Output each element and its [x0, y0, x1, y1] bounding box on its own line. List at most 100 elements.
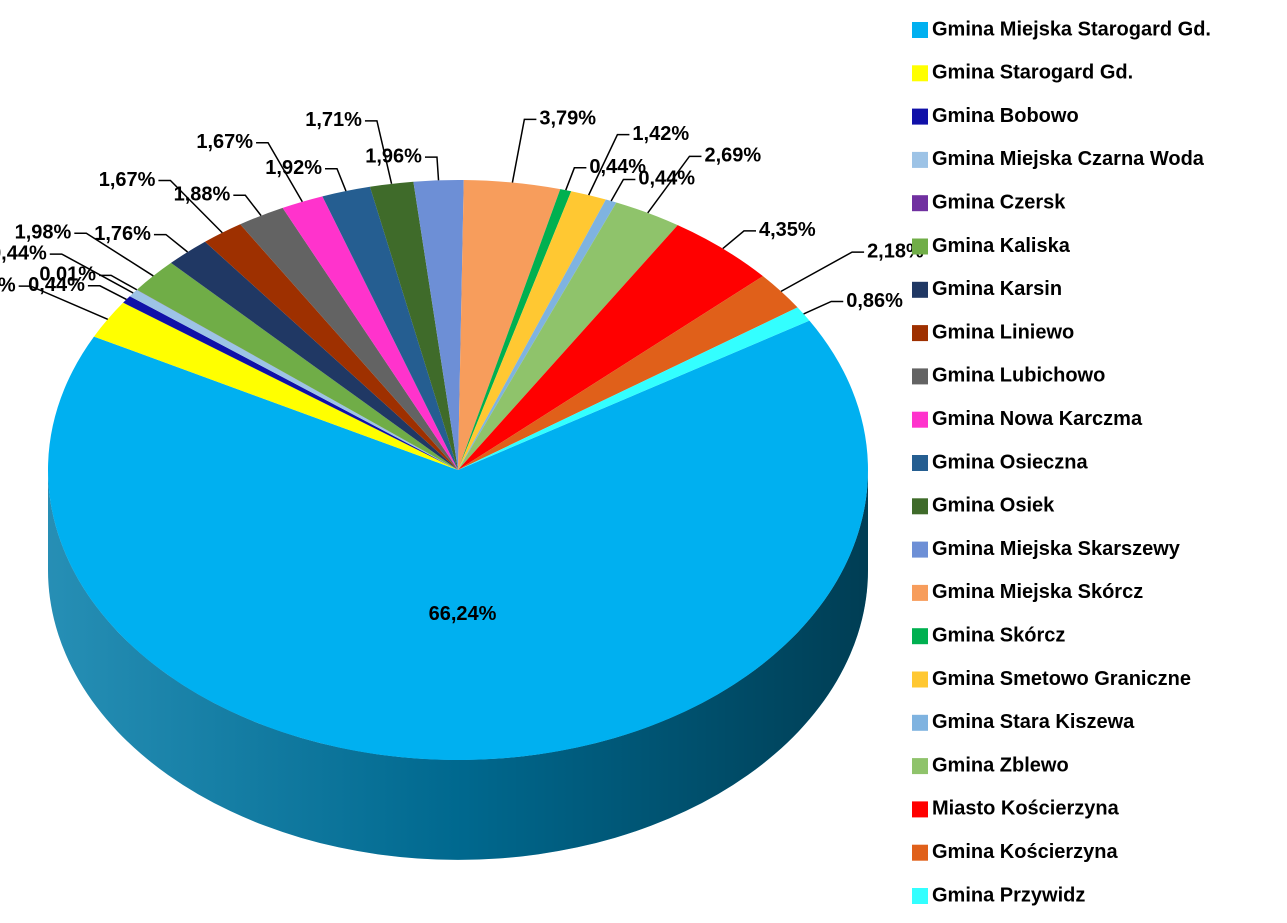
legend-label: Gmina Lubichowo [932, 365, 1105, 387]
data-label: 0,44% [589, 156, 646, 178]
slice [458, 180, 561, 470]
leader-line [511, 118, 537, 183]
data-label: 1,98% [15, 222, 72, 244]
legend-label: Gmina Karsin [932, 278, 1062, 300]
legend-label: Gmina Stara Kiszewa [932, 711, 1135, 733]
legend-swatch [912, 325, 928, 342]
legend-swatch [912, 65, 928, 82]
legend-label: Gmina Starogard Gd. [932, 62, 1133, 84]
leader-line [780, 251, 865, 293]
data-label: 1,42% [632, 123, 689, 145]
legend-label: Gmina Miejska Skarszewy [932, 538, 1181, 560]
data-label: 2,18% [0, 274, 16, 296]
slice [123, 296, 459, 470]
legend-swatch [912, 758, 928, 775]
data-label: 0,44% [0, 242, 47, 264]
data-label: 0,44% [638, 168, 695, 190]
leader-line [18, 285, 109, 320]
legend-swatch [912, 368, 928, 385]
slice [458, 202, 678, 470]
leader-line [256, 141, 303, 203]
legend-label: Gmina Czersk [932, 191, 1066, 213]
legend-label: Gmina Skórcz [932, 624, 1065, 646]
legend-label: Gmina Smetowo Graniczne [932, 668, 1191, 690]
slice [458, 189, 572, 470]
data-label: 0,44% [28, 274, 85, 296]
legend-swatch [912, 455, 928, 471]
slice [369, 181, 458, 471]
legend-swatch [912, 411, 928, 428]
data-label: 1,76% [94, 223, 151, 245]
legend-swatch [912, 671, 928, 688]
legend-swatch [912, 151, 928, 168]
legend-label: Gmina Bobowo [932, 105, 1079, 127]
slice [205, 224, 458, 470]
data-label: 2,69% [704, 145, 761, 167]
data-label: 2,18% [867, 240, 924, 262]
slice [458, 276, 798, 470]
legend-label: Gmina Miejska Czarna Woda [932, 148, 1205, 170]
legend-label: Miasto Kościerzyna [932, 798, 1120, 820]
legend-swatch [912, 541, 928, 558]
legend-swatch [912, 238, 928, 255]
data-label: 1,67% [196, 131, 253, 153]
data-label: 0,01% [39, 264, 96, 286]
slice [48, 320, 868, 760]
slice [322, 186, 458, 471]
legend-swatch [912, 22, 928, 38]
leader-line [158, 179, 223, 234]
legend-label: Gmina Osieczna [932, 451, 1088, 473]
leader-line [364, 120, 393, 185]
slice [129, 289, 459, 470]
leader-line [565, 167, 587, 191]
legend-label: Gmina Liniewo [932, 321, 1074, 343]
leader-line [647, 155, 702, 214]
leader-line [722, 230, 756, 250]
slice [413, 180, 464, 470]
slice [136, 289, 459, 470]
data-label: 66,24% [429, 603, 497, 625]
leader-line [803, 300, 844, 315]
legend-swatch [912, 281, 928, 298]
legend-swatch [912, 888, 928, 904]
legend-label: Gmina Nowa Karczma [932, 408, 1143, 430]
slice [458, 199, 617, 470]
legend-swatch [912, 801, 928, 818]
legend-swatch [912, 844, 928, 861]
legend-label: Gmina Miejska Starogard Gd. [932, 18, 1211, 40]
data-label: 0,86% [846, 290, 903, 312]
legend-swatch [912, 108, 928, 125]
legend-label: Gmina Kościerzyna [932, 841, 1119, 863]
legend-label: Gmina Miejska Skórcz [932, 581, 1143, 603]
legend-label: Gmina Przywidz [932, 884, 1085, 906]
leader-line [424, 156, 440, 181]
slice [458, 307, 810, 470]
leader-line [153, 233, 189, 253]
legend-swatch [912, 714, 928, 731]
data-label: 4,35% [759, 219, 816, 241]
leader-line [233, 194, 262, 217]
side-shade [48, 470, 868, 860]
slice [93, 302, 458, 470]
leader-line [74, 232, 154, 277]
data-label: 1,88% [174, 184, 231, 206]
data-label: 3,79% [539, 108, 596, 130]
leader-line [587, 133, 630, 196]
slice [240, 207, 458, 471]
data-label: 1,92% [265, 157, 322, 179]
slice [170, 241, 458, 470]
slice [458, 225, 763, 470]
data-label: 1,67% [99, 169, 156, 191]
legend-swatch [912, 584, 928, 601]
legend-swatch [912, 498, 928, 515]
data-label: 1,71% [305, 109, 362, 131]
leader-line [87, 285, 127, 301]
slice [282, 196, 458, 470]
legend-swatch [912, 628, 928, 645]
legend-label: Gmina Osiek [932, 495, 1055, 517]
leader-line [99, 274, 138, 291]
legend-label: Gmina Kaliska [932, 235, 1071, 257]
legend-label: Gmina Zblewo [932, 754, 1069, 776]
slice [136, 262, 458, 470]
